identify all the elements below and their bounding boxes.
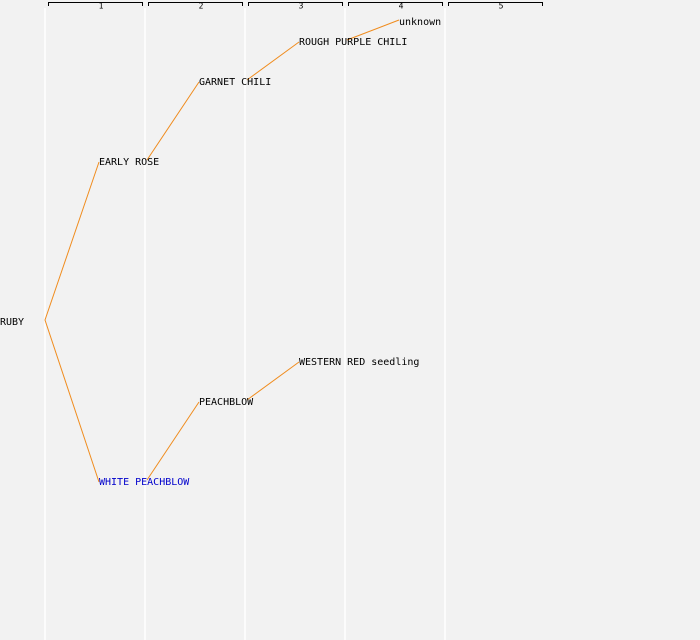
column-number: 1 <box>99 2 104 11</box>
edge <box>246 361 300 401</box>
node-label[interactable]: GARNET CHILI <box>199 77 271 88</box>
edge <box>146 401 200 481</box>
edge <box>146 81 200 161</box>
column-bracket <box>448 2 543 6</box>
column-number: 5 <box>499 2 504 11</box>
column-bracket <box>48 2 143 6</box>
column-bracket <box>248 2 343 6</box>
edge <box>44 161 100 483</box>
edge <box>346 19 400 41</box>
column-lines <box>44 8 446 640</box>
node-label[interactable]: WESTERN RED seedling <box>299 357 419 368</box>
node-label: RUBY <box>0 317 24 328</box>
column-number: 3 <box>299 2 304 11</box>
node-label[interactable]: EARLY ROSE <box>99 157 159 168</box>
column-headers: 1 2 3 4 5 <box>48 2 543 11</box>
edges <box>44 19 400 483</box>
node-label[interactable]: PEACHBLOW <box>199 397 254 408</box>
edge <box>246 41 300 81</box>
node-label[interactable]: ROUGH PURPLE CHILI <box>299 37 407 48</box>
nodes: RUBY EARLY ROSE WHITE PEACHBLOW GARNET C… <box>0 17 441 488</box>
column-bracket <box>348 2 443 6</box>
column-bracket <box>148 2 243 6</box>
column-number: 2 <box>199 2 204 11</box>
column-number: 4 <box>399 2 404 11</box>
node-label: unknown <box>399 17 441 28</box>
node-label[interactable]: WHITE PEACHBLOW <box>99 477 190 488</box>
